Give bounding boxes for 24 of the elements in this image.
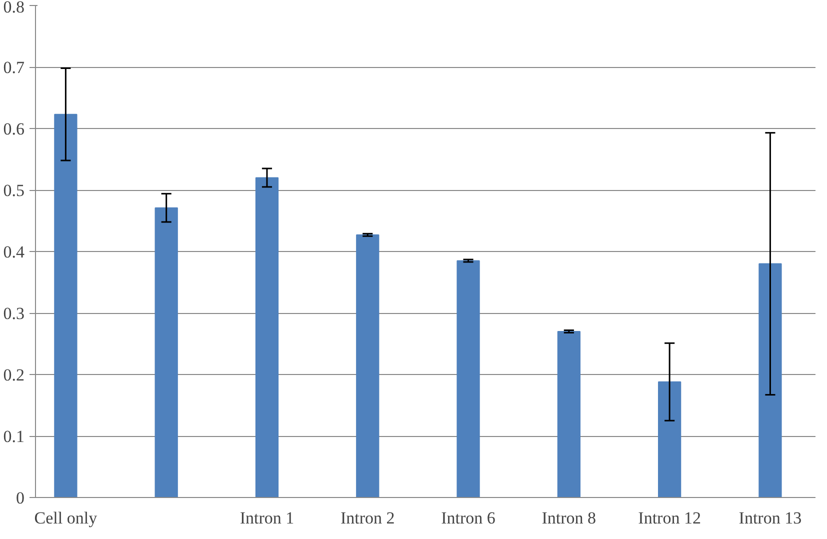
x-tick-label: Intron 6: [441, 508, 496, 528]
y-tick-label: 0.2: [3, 366, 24, 384]
x-tick-label: Intron 1: [240, 508, 294, 528]
y-tick-label: 0.7: [3, 58, 25, 77]
y-tick-label: 0: [16, 488, 24, 508]
y-tick-label: 0.3: [3, 304, 24, 323]
bar: [154, 207, 178, 498]
y-tick-label: 0.8: [3, 0, 24, 16]
y-tick-label: 0.6: [3, 120, 24, 138]
bar: [557, 330, 580, 498]
bar: [54, 114, 78, 498]
bar: [758, 263, 782, 498]
x-tick-label: Cell only: [34, 508, 98, 528]
x-tick-label: Intron 2: [340, 508, 395, 528]
y-tick-label: 0.1: [3, 427, 24, 446]
y-tick-label: 0.5: [3, 181, 24, 200]
bar: [658, 381, 682, 498]
x-tick-label: Intron 8: [542, 508, 596, 528]
x-tick-label: Intron 13: [738, 508, 802, 528]
bar: [456, 260, 480, 498]
x-tick-label: Intron 12: [638, 508, 701, 528]
bar: [356, 234, 380, 498]
y-tick-label: 0.4: [3, 242, 25, 262]
bar: [255, 177, 279, 498]
